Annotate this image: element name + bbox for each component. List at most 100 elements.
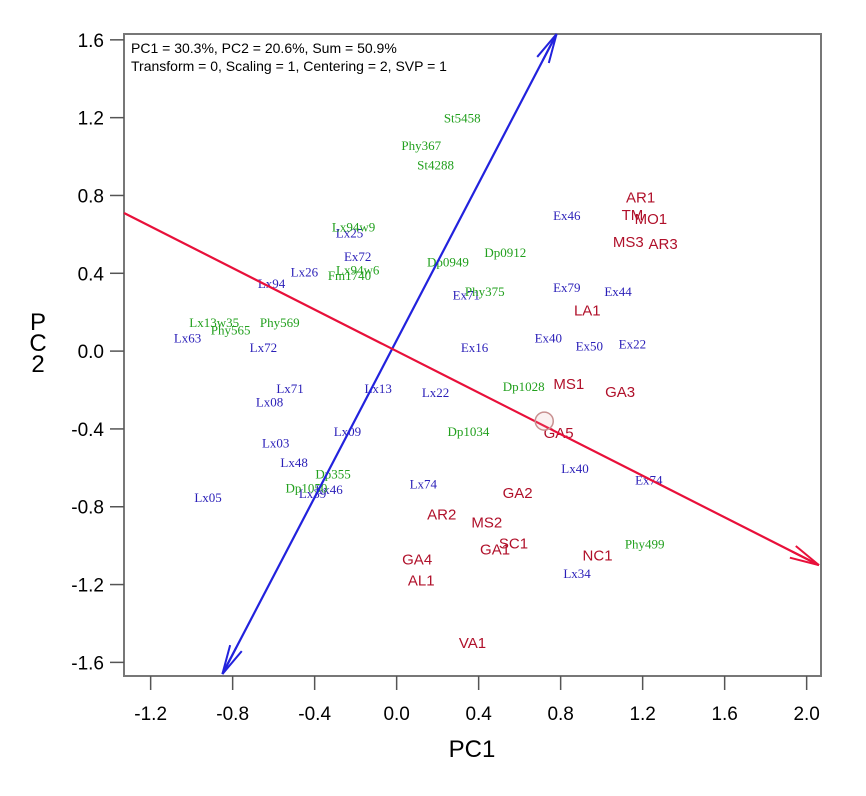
arrow-head	[541, 33, 558, 62]
blue-loading-arrow	[221, 33, 558, 675]
point-label: Lx72	[250, 340, 277, 355]
arrow-head	[791, 550, 820, 567]
x-tick-label: -1.2	[134, 704, 167, 725]
point-label: Lx25	[336, 225, 363, 240]
point-label: Lx94w6	[336, 262, 380, 277]
y-axis-title-char: P	[30, 309, 46, 336]
arrow-head	[795, 545, 820, 566]
point-labels: Ex46 Lx25 Ex72 Lx26 Lx94 Ex71 Ex79 Ex44 Lx63 Lx72…	[174, 111, 678, 652]
point-label: Lx40	[561, 461, 588, 476]
point-label: Lx03	[262, 436, 289, 451]
point-label: Lx94w9	[332, 220, 375, 235]
variance-annotation: PC1 = 30.3%, PC2 = 20.6%, Sum = 50.9%	[131, 40, 397, 56]
point-label: Ex50	[576, 338, 603, 353]
y-tick-label: 1.2	[78, 109, 104, 130]
arrow-shaft	[221, 33, 558, 675]
point-label: LA1	[574, 302, 601, 319]
x-tick-label: 1.2	[629, 704, 655, 725]
point-label: GA1	[480, 542, 510, 559]
arrow-head	[221, 646, 238, 675]
point-label: MO1	[635, 211, 668, 228]
point-label: AR2	[427, 507, 456, 524]
point-label: Ex71	[453, 288, 480, 303]
x-tick-label: 0.0	[383, 704, 409, 725]
point-label: St5458	[444, 111, 481, 126]
point-label: Lx48	[280, 455, 307, 470]
point-label: TM	[622, 207, 644, 224]
y-axis: 1.6 1.2 0.8 0.4 0.0 -0.4 -0.8 -1.2 -1.6	[71, 31, 124, 674]
point-label: Phy565	[211, 323, 251, 338]
point-label: Lx09	[334, 424, 361, 439]
y-tick-label: -1.2	[71, 576, 104, 597]
y-axis-title-char: 2	[31, 351, 44, 378]
point-label: Ex22	[619, 336, 646, 351]
y-tick-label: 0.4	[78, 264, 105, 285]
red-loading-arrow	[123, 212, 820, 567]
point-label: MS1	[553, 376, 584, 393]
series-blue: Ex46 Lx25 Ex72 Lx26 Lx94 Ex71 Ex79 Ex44 Lx63 Lx72…	[174, 208, 663, 581]
point-label: Phy367	[401, 138, 441, 153]
y-tick-label: -1.6	[71, 653, 104, 674]
point-label: Lx13	[364, 381, 391, 396]
point-label: AR3	[649, 236, 678, 253]
x-tick-label: -0.8	[216, 704, 249, 725]
point-label: GA4	[402, 551, 432, 568]
point-label: Dp0949	[427, 255, 469, 270]
plot-frame	[123, 33, 822, 677]
settings-annotation: Transform = 0, Scaling = 1, Centering = …	[131, 58, 447, 74]
point-label: Ex16	[461, 340, 489, 355]
point-label: VA1	[459, 635, 486, 652]
x-tick-label: 0.4	[465, 704, 492, 725]
point-label: Lx26	[291, 264, 319, 279]
x-axis: -1.2 -0.8 -0.4 0.0 0.4 0.8 1.2 1.6 2.0	[134, 676, 820, 725]
arrow-head	[789, 556, 820, 567]
point-label: Lx13w35	[189, 315, 239, 330]
x-tick-label: 1.6	[711, 704, 737, 725]
y-tick-label: 0.8	[78, 186, 104, 207]
series-red: AR1TMMO1MS3AR3LA1MS1GA3GA5GA2AR2MS2SC1GA…	[402, 189, 678, 652]
point-label: Dp1028	[503, 379, 545, 394]
point-label: Ex72	[344, 249, 371, 264]
arrow-head	[221, 650, 243, 675]
point-label: GA3	[605, 384, 635, 401]
y-axis-title-char: C	[29, 330, 46, 357]
y-tick-label: 0.0	[78, 342, 104, 363]
point-label: Ex79	[553, 280, 580, 295]
loading-arrows	[123, 33, 820, 675]
point-label: SC1	[499, 536, 528, 553]
highlight-circle	[534, 411, 554, 431]
arrow-head	[221, 644, 232, 675]
point-label: AL1	[408, 573, 435, 590]
point-label: Phy569	[260, 315, 300, 330]
point-label: Ex40	[535, 330, 562, 345]
y-tick-label: 1.6	[78, 31, 104, 52]
point-label: Dp0912	[484, 245, 526, 260]
y-axis-title: PC2	[29, 309, 46, 378]
point-label: Fm1740	[328, 268, 371, 283]
x-tick-label: 2.0	[793, 704, 819, 725]
y-tick-label: -0.8	[71, 498, 104, 519]
arrow-head	[547, 33, 558, 64]
point-label: St4288	[417, 157, 454, 172]
x-axis-title: PC1	[449, 736, 496, 763]
point-label: Ex44	[604, 284, 632, 299]
point-label: Phy499	[625, 537, 665, 552]
point-label: GA2	[503, 485, 533, 502]
point-label: Lx08	[256, 395, 283, 410]
arrow-head	[536, 33, 558, 58]
point-label: MS3	[613, 234, 644, 251]
point-label: Lx63	[174, 330, 201, 345]
point-label: Ex46	[553, 208, 581, 223]
x-tick-label: -0.4	[298, 704, 331, 725]
point-label: NC1	[583, 547, 613, 564]
point-label: Lx74	[410, 476, 438, 491]
point-label: Dp1034	[447, 424, 489, 439]
point-label: Phy375	[465, 284, 505, 299]
arrow-shaft	[123, 212, 820, 567]
x-tick-label: 0.8	[547, 704, 573, 725]
point-label: Lx34	[563, 566, 591, 581]
point-label: Lx05	[194, 490, 221, 505]
y-tick-label: -0.4	[71, 420, 104, 441]
